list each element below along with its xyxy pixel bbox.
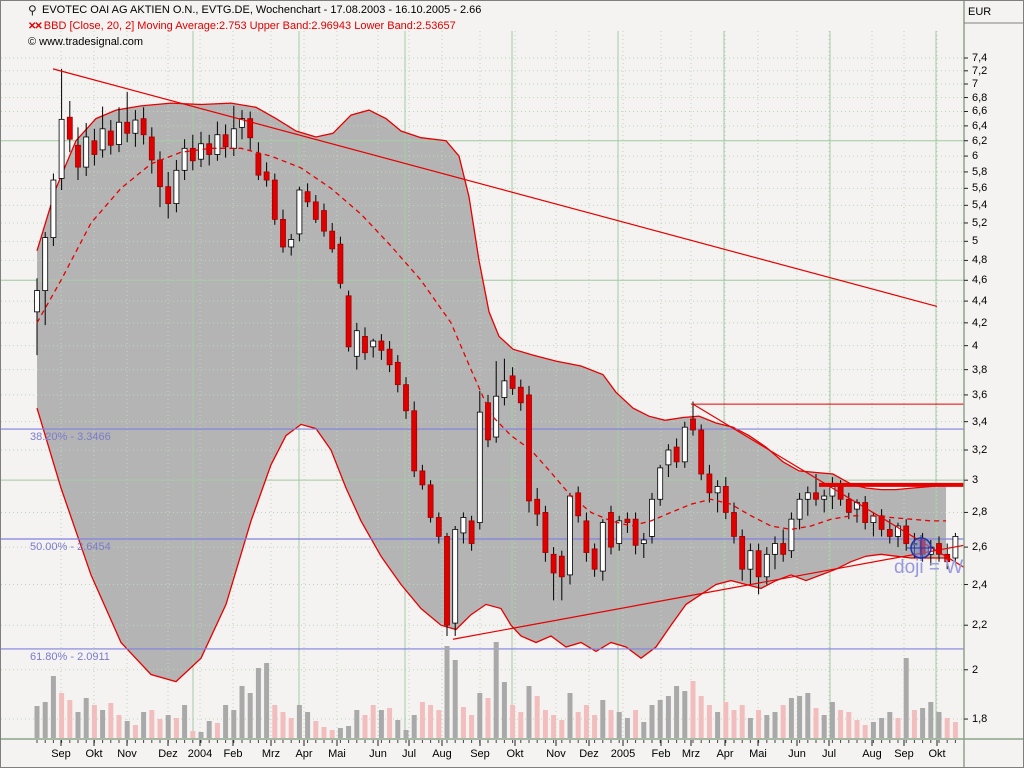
y-axis-tick-label: 2 xyxy=(972,663,979,676)
x-axis-ticks xyxy=(36,740,956,746)
y-axis-tick-label: 5,2 xyxy=(972,216,988,229)
volume-bars xyxy=(34,642,958,738)
copyright-label: © www.tradesignal.com xyxy=(28,36,144,48)
y-axis-tick-label: 3,2 xyxy=(972,444,988,456)
y-axis-tick-label: 2,2 xyxy=(972,619,988,632)
fibonacci-label: 61.80% - 2.0911 xyxy=(30,650,110,663)
fibonacci-label: 38.20% - 3.3466 xyxy=(30,431,111,444)
moving-average-line xyxy=(36,147,946,531)
x-axis-tick-label: Jul xyxy=(821,748,837,760)
y-axis-tick-label: 3,8 xyxy=(972,363,988,376)
x-axis-tick-label: Sep xyxy=(894,748,914,760)
x-axis-tick-label: Nov xyxy=(546,748,566,760)
y-axis-tick-label: 4,4 xyxy=(972,295,988,308)
indicator-legend: ✕✕ BBD [Close, 20, 2] Moving Average:2.75… xyxy=(28,20,456,32)
x-axis-tick-label: Jun xyxy=(369,748,387,760)
x-axis-tick-label: Aug xyxy=(432,748,452,760)
indicator-xx-icon: ✕✕ xyxy=(28,21,43,32)
y-axis-tick-label: 4 xyxy=(972,339,979,352)
y-axis-tick-label: 6 xyxy=(972,150,979,163)
y-axis-tick-label: 4,6 xyxy=(972,274,988,287)
y-axis-tick-label: 7,4 xyxy=(972,52,988,64)
y-axis-tick-label: 3,4 xyxy=(972,415,988,428)
x-axis-tick-label: Jun xyxy=(788,748,806,760)
pin-icon[interactable]: ⚲ xyxy=(28,3,37,17)
x-axis-tick-label: Sep xyxy=(470,748,490,760)
indicator-text: BBD [Close, 20, 2] Moving Average:2.753 … xyxy=(43,20,456,32)
y-axis-tick-label: 5,4 xyxy=(972,199,988,212)
y-axis-tick-label: 7 xyxy=(972,77,979,90)
y-axis-tick-label: 3 xyxy=(972,474,979,487)
y-axis-tick-label: 5,8 xyxy=(972,165,988,178)
y-axis-tick-label: 6,6 xyxy=(972,105,988,118)
x-axis-tick-label: Mrz xyxy=(681,748,701,760)
y-axis-tick-label: 7,2 xyxy=(972,64,988,77)
x-axis-tick-label: Okt xyxy=(85,748,103,760)
y-axis-tick-label: 6,8 xyxy=(972,91,988,104)
x-axis-tick-label: Nov xyxy=(117,748,137,760)
doji-selection-marker[interactable] xyxy=(907,534,935,561)
currency-label: EUR xyxy=(968,6,992,18)
y-axis-tick-label: 6,4 xyxy=(972,119,988,132)
y-axis-tick-label: 4,8 xyxy=(972,254,988,267)
x-axis-tick-label: Feb xyxy=(651,748,671,760)
y-axis-tick-label: 2,8 xyxy=(972,506,988,519)
y-axis-ticks xyxy=(964,57,968,720)
x-axis-tick-label: Jul xyxy=(401,748,417,760)
bollinger-band-area xyxy=(37,103,946,682)
x-axis-tick-label: Okt xyxy=(928,748,946,760)
y-axis-tick-label: 5 xyxy=(972,235,979,248)
x-axis-tick-label: Dez xyxy=(158,748,178,760)
fibonacci-label: 50.00% - 2.6454 xyxy=(30,541,111,553)
y-axis-tick-label: 2,4 xyxy=(972,578,988,591)
x-axis-tick-label: 2005 xyxy=(610,748,636,760)
x-axis-tick-label: Aug xyxy=(862,748,882,760)
chart-title: EVOTEC OAI AG AKTIEN O.N., EVTG.DE, Woch… xyxy=(42,4,482,16)
x-axis-tick-label: Mrz xyxy=(261,748,281,760)
y-axis-tick-label: 3,6 xyxy=(972,388,988,401)
bollinger-band-edges xyxy=(36,102,947,683)
x-axis-tick-label: Okt xyxy=(506,748,524,760)
x-axis-tick-label: Dez xyxy=(579,748,599,760)
doji-annotation: doji = Warn xyxy=(894,557,964,578)
x-axis-tick-label: Sep xyxy=(51,748,71,760)
x-axis-tick-label: Mai xyxy=(749,748,767,760)
y-axis-tick-label: 2,6 xyxy=(972,541,988,554)
x-axis-tick-label: 2004 xyxy=(187,748,213,760)
x-axis-tick-label: Apr xyxy=(295,748,313,760)
y-axis-tick-label: 6,2 xyxy=(972,134,988,147)
y-axis-tick-label: 5,6 xyxy=(972,182,988,195)
x-axis-tick-label: Feb xyxy=(223,748,243,760)
y-axis-tick-label: 4,2 xyxy=(972,316,988,329)
y-axis-tick-label: 1,8 xyxy=(972,713,988,726)
x-axis-tick-label: Mai xyxy=(328,748,346,760)
x-axis-tick-label: Apr xyxy=(716,748,734,760)
